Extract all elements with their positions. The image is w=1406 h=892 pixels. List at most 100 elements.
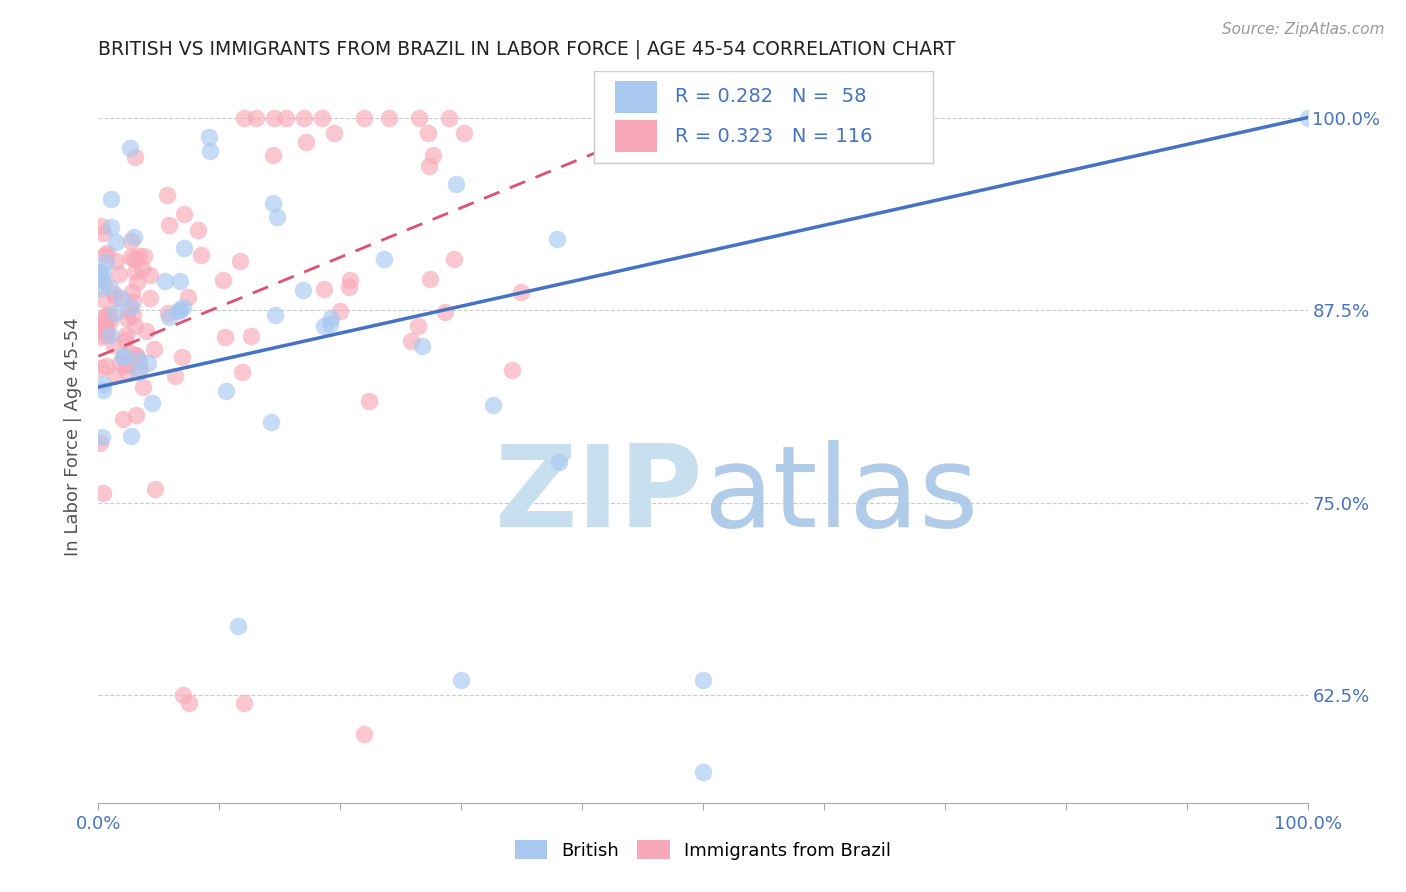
Point — [115, 327, 138, 342]
Text: Source: ZipAtlas.com: Source: ZipAtlas.com — [1222, 22, 1385, 37]
Point — [139, 291, 162, 305]
Point — [115, 364, 138, 378]
Point — [173, 207, 195, 221]
Text: R = 0.323   N = 116: R = 0.323 N = 116 — [675, 127, 873, 146]
Point — [411, 339, 433, 353]
Point — [141, 396, 163, 410]
Point — [245, 111, 267, 125]
Point — [103, 337, 125, 351]
Point — [143, 342, 166, 356]
Point — [692, 673, 714, 687]
Point — [692, 764, 714, 779]
Point — [399, 334, 422, 349]
Point — [157, 218, 180, 232]
Point — [226, 619, 249, 633]
Point — [122, 308, 145, 322]
Point — [262, 196, 284, 211]
Point — [292, 111, 315, 125]
Point — [120, 250, 142, 264]
Point — [124, 265, 146, 279]
Point — [266, 211, 288, 225]
Point — [117, 345, 139, 359]
Point — [122, 293, 145, 308]
Point — [89, 435, 111, 450]
Point — [1296, 111, 1319, 125]
Point — [89, 270, 111, 285]
Point — [198, 144, 221, 158]
Bar — [614, 120, 657, 153]
Point — [104, 235, 127, 250]
Point — [212, 273, 235, 287]
Point — [170, 351, 193, 365]
Point — [91, 266, 114, 280]
Point — [94, 254, 117, 268]
Point — [176, 290, 198, 304]
Point — [163, 369, 186, 384]
Point — [353, 111, 375, 125]
Point — [239, 329, 262, 343]
Point — [111, 350, 134, 364]
Point — [105, 291, 128, 305]
Point — [104, 305, 127, 319]
Point — [128, 352, 150, 367]
Point — [93, 292, 115, 306]
Point — [120, 429, 142, 443]
Point — [214, 330, 236, 344]
Point — [377, 111, 399, 125]
Point — [329, 303, 352, 318]
FancyBboxPatch shape — [595, 71, 932, 163]
Point — [263, 111, 285, 125]
Point — [153, 274, 176, 288]
Point — [295, 135, 318, 149]
Point — [547, 455, 569, 469]
Point — [228, 254, 250, 268]
Point — [422, 148, 444, 162]
Text: BRITISH VS IMMIGRANTS FROM BRAZIL IN LABOR FORCE | AGE 45-54 CORRELATION CHART: BRITISH VS IMMIGRANTS FROM BRAZIL IN LAB… — [98, 39, 956, 59]
Point — [172, 688, 194, 702]
Point — [94, 310, 117, 324]
Point — [406, 319, 429, 334]
Point — [114, 359, 136, 373]
Point — [434, 305, 457, 319]
Point — [546, 232, 568, 246]
Point — [94, 248, 117, 262]
Point — [319, 310, 342, 325]
Point — [128, 249, 150, 263]
Point — [510, 285, 533, 300]
Point — [482, 398, 505, 412]
Bar — [614, 81, 657, 113]
Point — [110, 356, 132, 370]
Point — [311, 111, 333, 125]
Point — [167, 304, 190, 318]
Point — [98, 314, 121, 328]
Point — [93, 275, 115, 289]
Point — [132, 249, 155, 263]
Point — [262, 148, 284, 162]
Point — [132, 380, 155, 394]
Point — [90, 280, 112, 294]
Point — [94, 310, 117, 324]
Point — [173, 241, 195, 255]
Point — [96, 324, 118, 338]
Point — [98, 279, 121, 293]
Point — [104, 253, 127, 268]
Point — [96, 326, 118, 340]
Point — [91, 486, 114, 500]
Point — [169, 302, 191, 317]
Point — [120, 300, 142, 314]
Point — [124, 150, 146, 164]
Point — [89, 265, 111, 279]
Point — [100, 192, 122, 206]
Point — [339, 272, 361, 286]
Text: atlas: atlas — [703, 440, 979, 551]
Point — [444, 177, 467, 191]
Point — [96, 245, 118, 260]
Point — [373, 252, 395, 267]
Point — [353, 726, 375, 740]
Point — [125, 348, 148, 362]
Point — [96, 313, 118, 327]
Point — [131, 262, 153, 277]
Point — [314, 319, 336, 334]
Point — [117, 310, 139, 325]
Point — [319, 318, 342, 332]
